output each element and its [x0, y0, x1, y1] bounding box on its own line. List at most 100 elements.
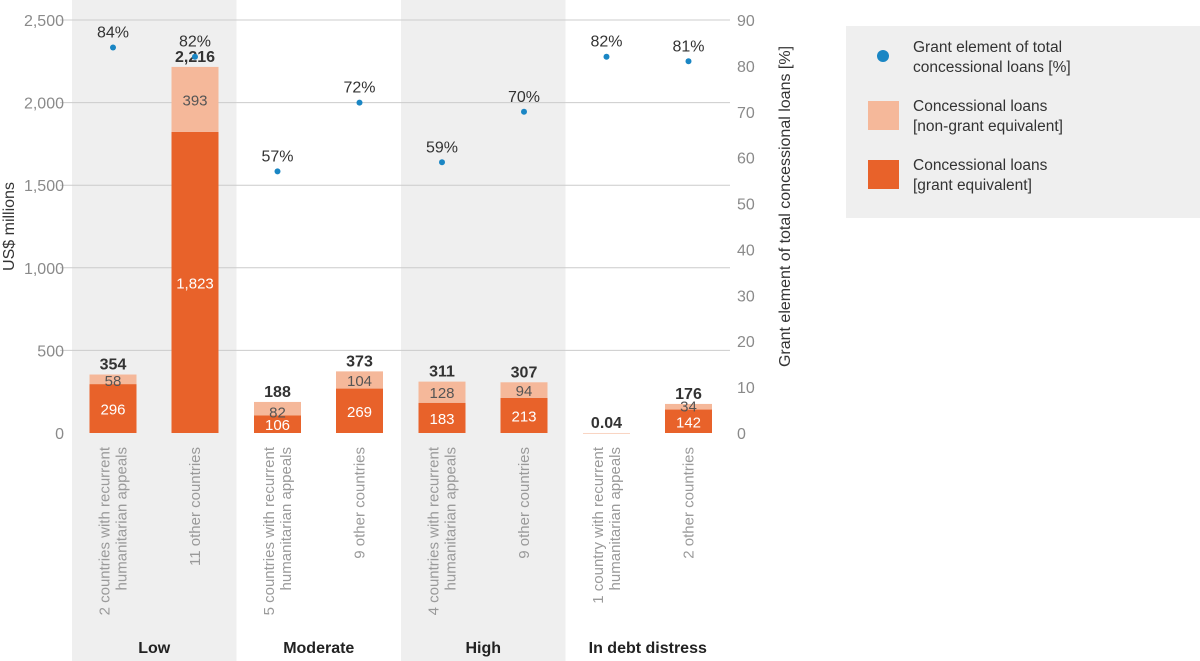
grant-element-point — [685, 58, 692, 65]
group-label: Moderate — [283, 640, 354, 657]
category-label-line: 4 countries with recurrent — [426, 446, 443, 615]
category-label-line: humanitarian appeals — [114, 447, 131, 590]
grant-element-point — [192, 53, 198, 60]
category-label-line: humanitarian appeals — [278, 447, 295, 590]
y-left-tick-label: 0 — [55, 426, 64, 443]
category-label-line: 2 countries with recurrent — [97, 446, 114, 615]
y-left-tick-label: 1,000 — [24, 261, 64, 278]
legend: Grant element of total concessional loan… — [846, 26, 1200, 218]
legend-label-grant-element: Grant element of total concessional loan… — [913, 39, 1071, 76]
y-right-axis-title: Grant element of total concessional loan… — [777, 46, 794, 367]
bar-value-label: 269 — [347, 404, 372, 421]
category-label-line: 9 other countries — [352, 447, 369, 559]
bar-non-grant-equivalent — [171, 66, 219, 132]
grant-element-point — [603, 53, 610, 60]
bar-non-grant-equivalent — [583, 432, 630, 434]
bar-value-label: 213 — [511, 408, 536, 425]
bar-value-label: 94 — [516, 383, 533, 400]
legend-swatch-grant-element — [877, 50, 889, 62]
grant-element-label: 59% — [426, 139, 458, 156]
category-label-line: humanitarian appeals — [607, 447, 624, 590]
bar-total-label: 188 — [264, 384, 291, 401]
y-right-tick-label: 50 — [737, 197, 755, 214]
category-label-line: humanitarian appeals — [443, 447, 460, 590]
grant-element-point — [274, 168, 281, 175]
bar-value-label: 58 — [105, 373, 122, 390]
category-label: 11 other countries — [187, 447, 204, 566]
grant-element-point — [356, 99, 363, 106]
bar-grant-equivalent — [500, 397, 548, 433]
y-right-tick-label: 60 — [737, 151, 755, 168]
bar-total-label: 0.04 — [591, 415, 622, 432]
category-label: 4 countries with recurrenthumanitarian a… — [426, 446, 460, 615]
category-label: 1 country with recurrenthumanitarian app… — [590, 446, 624, 604]
grant-element-point — [439, 159, 445, 166]
legend-swatch-grant-equivalent — [868, 160, 899, 189]
bar-grant-equivalent — [89, 384, 137, 433]
grant-element-label: 70% — [508, 89, 540, 106]
category-label: 9 other countries — [352, 447, 369, 559]
y-right-tick-label: 20 — [737, 334, 755, 351]
bar-grant-equivalent — [336, 388, 383, 433]
grant-element-label: 84% — [97, 25, 129, 42]
legend-swatch-non-grant — [868, 101, 899, 130]
bar-grant-equivalent — [418, 402, 466, 433]
category-label: 2 countries with recurrenthumanitarian a… — [97, 446, 131, 615]
category-label: 2 other countries — [681, 447, 698, 559]
grant-element-label: 82% — [590, 34, 622, 51]
y-left-tick-label: 500 — [37, 343, 64, 360]
bar-value-label: 1,823 — [176, 275, 214, 292]
group-shade-2 — [401, 0, 566, 661]
bar-grant-equivalent — [665, 409, 712, 433]
y-left-tick-label: 2,500 — [24, 13, 64, 30]
bar-non-grant-equivalent — [89, 374, 137, 385]
bar-value-label: 183 — [429, 411, 454, 428]
category-label-line: 11 other countries — [187, 447, 204, 566]
y-left-tick-label: 2,000 — [24, 96, 64, 113]
bar-non-grant-equivalent — [665, 403, 712, 410]
group-label: Low — [138, 640, 171, 657]
bar-total-label: 176 — [675, 386, 702, 403]
y-right-tick-label: 0 — [737, 426, 746, 443]
group-label: In debt distress — [589, 640, 707, 657]
bar-grant-equivalent — [171, 131, 219, 433]
y-right-tick-label: 10 — [737, 380, 755, 397]
grant-element-point — [110, 44, 116, 51]
bar-total-label: 311 — [429, 364, 455, 381]
bar-value-label: 104 — [347, 373, 372, 390]
bar-value-label: 34 — [680, 399, 697, 416]
y-right-tick-label: 30 — [737, 288, 755, 305]
bar-total-label: 354 — [100, 357, 127, 374]
grant-element-label: 81% — [672, 38, 704, 55]
group-label: High — [465, 640, 501, 657]
grant-element-label: 82% — [179, 34, 211, 51]
y-right-tick-label: 90 — [737, 13, 755, 30]
category-label-line: 2 other countries — [681, 447, 698, 559]
y-right-tick-label: 80 — [737, 59, 755, 76]
y-right-tick-label: 40 — [737, 242, 755, 259]
y-right-tick-label: 70 — [737, 105, 755, 122]
bar-non-grant-equivalent — [418, 381, 466, 403]
bar-value-label: 142 — [676, 414, 701, 431]
bar-value-label: 106 — [265, 417, 290, 434]
bar-value-label: 128 — [429, 385, 454, 402]
bar-total-label: 307 — [511, 364, 538, 381]
bar-total-label: 373 — [346, 353, 373, 370]
grant-element-label: 57% — [261, 148, 293, 165]
bar-non-grant-equivalent — [336, 371, 383, 389]
bar-value-label: 296 — [100, 402, 125, 419]
legend-label-grant-equivalent: Concessional loans [grant equivalent] — [913, 157, 1048, 194]
y-left-tick-label: 1,500 — [24, 178, 64, 195]
y-left-axis-title: US$ millions — [1, 182, 18, 271]
grant-element-label: 72% — [343, 80, 375, 97]
legend-label-non-grant: Concessional loans [non-grant equivalent… — [913, 98, 1063, 135]
category-label-line: 1 country with recurrent — [590, 446, 607, 604]
bar-grant-equivalent — [254, 415, 301, 433]
grant-element-point — [521, 108, 527, 115]
bar-value-label: 393 — [182, 92, 207, 109]
category-label: 9 other countries — [516, 447, 533, 559]
bar-non-grant-equivalent — [500, 382, 548, 398]
category-label-line: 5 countries with recurrent — [261, 446, 278, 615]
category-label: 5 countries with recurrenthumanitarian a… — [261, 446, 295, 615]
